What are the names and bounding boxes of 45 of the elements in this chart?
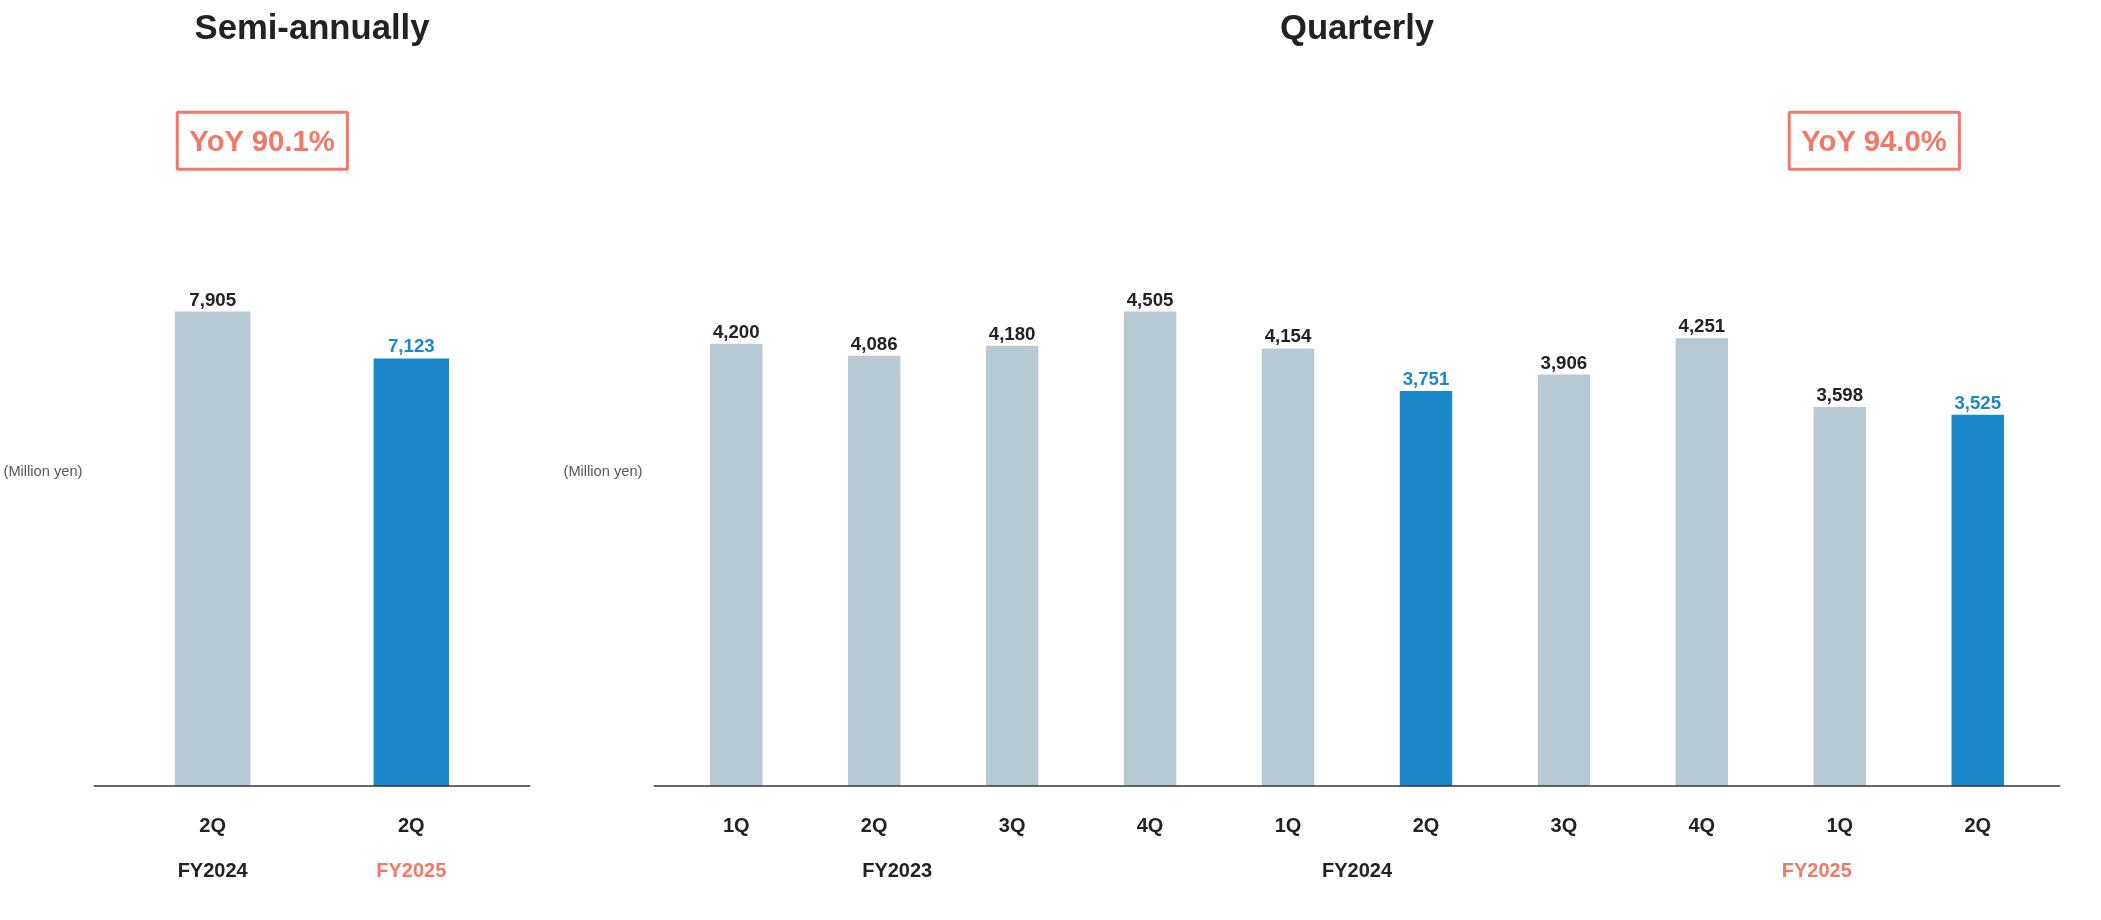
- x-tick-label: 1Q: [1274, 814, 1302, 837]
- x-tick-label: 1Q: [1826, 814, 1854, 837]
- x-tick-label: 2Q: [1964, 814, 1992, 837]
- x-tick-label: 2Q: [1412, 814, 1440, 837]
- x-tick-label: 3Q: [998, 814, 1026, 837]
- x-tick-label: 4Q: [1136, 814, 1164, 837]
- data-label: 4,086: [850, 332, 898, 354]
- text: FY2025: [1781, 859, 1852, 882]
- y-axis-title: (Million yen): [3, 462, 83, 479]
- text: YoY 90.1%: [189, 124, 335, 158]
- bar: [985, 345, 1039, 787]
- text: FY2024: [1321, 859, 1393, 882]
- x-tick-label: 2Q: [199, 814, 227, 837]
- data-label: 4,200: [712, 320, 760, 342]
- x-tick-label: 1Q: [722, 814, 750, 837]
- bar: [710, 343, 763, 787]
- text: FY2025: [376, 859, 447, 882]
- data-label: 4,251: [1678, 315, 1726, 337]
- bar: [1261, 348, 1315, 787]
- bar: [1675, 338, 1729, 787]
- x-tick-label: 2Q: [860, 814, 888, 837]
- data-label: 4,180: [988, 322, 1036, 344]
- bar: [848, 355, 901, 787]
- y-axis-title: (Million yen): [563, 462, 643, 479]
- chart-title: Quarterly: [1279, 7, 1435, 46]
- x-tick-label: 3Q: [1550, 814, 1578, 837]
- data-label: 3,598: [1816, 384, 1864, 406]
- data-label: 4,505: [1126, 288, 1174, 310]
- data-label: 3,906: [1540, 351, 1588, 373]
- chart-title: Semi-annually: [194, 7, 431, 46]
- x-tick-label: 2Q: [397, 814, 425, 837]
- text: FY2024: [177, 859, 249, 882]
- data-label: 4,154: [1264, 325, 1312, 347]
- text: FY2023: [862, 859, 933, 882]
- bar: [1123, 311, 1177, 787]
- data-label: 7,123: [387, 335, 435, 357]
- data-label: 3,525: [1954, 391, 2002, 413]
- text: YoY 94.0%: [1801, 124, 1947, 158]
- bar: [1951, 414, 2004, 787]
- bar: [1537, 374, 1591, 787]
- bar: [1813, 407, 1866, 787]
- data-label: 7,905: [189, 288, 237, 310]
- x-tick-label: 4Q: [1688, 814, 1716, 837]
- bar: [1399, 390, 1453, 787]
- data-label: 3,751: [1402, 367, 1450, 389]
